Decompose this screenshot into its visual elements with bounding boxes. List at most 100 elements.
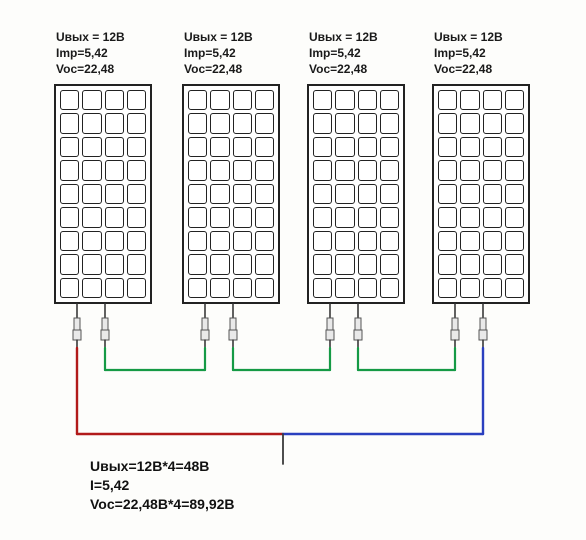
- solar-cell: [335, 137, 354, 157]
- solar-cell: [460, 207, 479, 227]
- solar-cell: [60, 231, 79, 251]
- solar-cell: [460, 160, 479, 180]
- solar-cell: [460, 254, 479, 274]
- solar-cell: [210, 90, 229, 110]
- solar-cell: [380, 137, 399, 157]
- solar-cell: [438, 184, 457, 204]
- solar-cell: [505, 254, 524, 274]
- solar-cell: [358, 254, 377, 274]
- spec-line: Uвых = 12В: [434, 29, 503, 45]
- solar-cell: [82, 137, 101, 157]
- solar-cell: [505, 207, 524, 227]
- solar-cell: [188, 113, 207, 133]
- solar-cell: [105, 160, 124, 180]
- solar-cell: [483, 90, 502, 110]
- solar-cell: [380, 254, 399, 274]
- solar-cell: [313, 113, 332, 133]
- solar-panel-3: [307, 84, 405, 304]
- solar-cell: [483, 207, 502, 227]
- solar-cell: [60, 137, 79, 157]
- solar-cell: [188, 278, 207, 298]
- solar-cell: [127, 137, 146, 157]
- solar-cell: [313, 254, 332, 274]
- spec-line: Imp=5,42: [184, 45, 253, 61]
- solar-cell: [335, 184, 354, 204]
- solar-cell: [483, 231, 502, 251]
- solar-cell: [255, 207, 274, 227]
- solar-cell: [438, 207, 457, 227]
- solar-cell: [188, 207, 207, 227]
- spec-line: Voc=22,48: [434, 61, 503, 77]
- solar-cell: [82, 207, 101, 227]
- solar-cell: [483, 254, 502, 274]
- solar-cell: [505, 137, 524, 157]
- solar-cell: [358, 278, 377, 298]
- solar-cell: [438, 90, 457, 110]
- solar-cell: [380, 207, 399, 227]
- solar-cell: [460, 184, 479, 204]
- solar-cell: [335, 160, 354, 180]
- solar-cell: [105, 137, 124, 157]
- solar-cell: [105, 231, 124, 251]
- solar-cell: [313, 278, 332, 298]
- solar-cell: [358, 160, 377, 180]
- panel-1-specs: Uвых = 12В Imp=5,42 Voc=22,48: [56, 29, 125, 78]
- solar-cell: [105, 254, 124, 274]
- solar-cell: [460, 278, 479, 298]
- solar-cell: [233, 231, 252, 251]
- result-line: Voc=22,48В*4=89,92В: [90, 495, 235, 514]
- solar-cell: [188, 231, 207, 251]
- solar-cell: [82, 90, 101, 110]
- solar-cell: [358, 137, 377, 157]
- solar-cell: [60, 160, 79, 180]
- panel-2-specs: Uвых = 12В Imp=5,42 Voc=22,48: [184, 29, 253, 78]
- solar-cell: [438, 278, 457, 298]
- solar-cell: [210, 231, 229, 251]
- solar-cell: [483, 113, 502, 133]
- solar-cell: [505, 113, 524, 133]
- spec-line: Imp=5,42: [56, 45, 125, 61]
- solar-cell: [380, 160, 399, 180]
- solar-cell: [380, 90, 399, 110]
- solar-cell: [438, 231, 457, 251]
- solar-cell: [233, 113, 252, 133]
- solar-cell: [438, 254, 457, 274]
- solar-cell: [188, 137, 207, 157]
- solar-panel-4: [432, 84, 530, 304]
- solar-cell: [60, 184, 79, 204]
- solar-cell: [188, 254, 207, 274]
- solar-cell: [105, 278, 124, 298]
- spec-line: Voc=22,48: [184, 61, 253, 77]
- solar-cell: [210, 160, 229, 180]
- solar-cell: [233, 254, 252, 274]
- solar-cell: [82, 184, 101, 204]
- solar-cell: [313, 90, 332, 110]
- solar-cell: [313, 137, 332, 157]
- solar-cell: [82, 278, 101, 298]
- solar-cell: [313, 184, 332, 204]
- solar-cell: [255, 184, 274, 204]
- spec-line: Uвых = 12В: [309, 29, 378, 45]
- solar-cell: [210, 278, 229, 298]
- solar-cell: [505, 184, 524, 204]
- solar-cell: [82, 254, 101, 274]
- solar-cell: [358, 90, 377, 110]
- solar-cell: [127, 90, 146, 110]
- solar-cell: [210, 137, 229, 157]
- solar-cell: [380, 184, 399, 204]
- solar-cell: [188, 160, 207, 180]
- result-line: I=5,42: [90, 476, 235, 495]
- solar-cell: [105, 113, 124, 133]
- spec-line: Uвых = 12В: [56, 29, 125, 45]
- solar-cell: [335, 254, 354, 274]
- solar-cell: [505, 278, 524, 298]
- solar-cell: [255, 137, 274, 157]
- solar-cell: [233, 278, 252, 298]
- solar-cell: [60, 90, 79, 110]
- solar-cell: [255, 90, 274, 110]
- solar-cell: [313, 160, 332, 180]
- spec-line: Voc=22,48: [56, 61, 125, 77]
- solar-cell: [60, 207, 79, 227]
- solar-cell: [60, 113, 79, 133]
- solar-cell: [127, 254, 146, 274]
